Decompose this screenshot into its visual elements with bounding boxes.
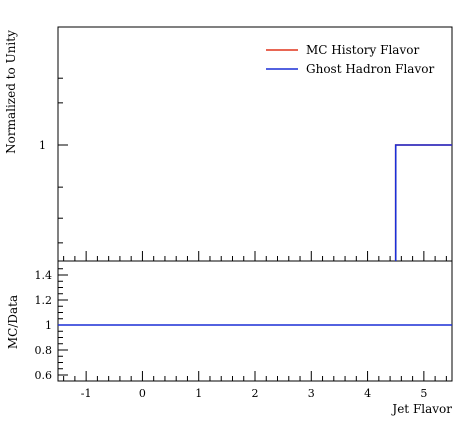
y-tick-label-main: 1 xyxy=(39,139,46,152)
legend-label-ghost-hadron: Ghost Hadron Flavor xyxy=(306,62,434,76)
main-series xyxy=(394,144,452,261)
series-line-mc-history xyxy=(394,144,452,261)
main-y-axis-title: Normalized to Unity xyxy=(4,30,18,154)
y-tick-label-ratio: 1.4 xyxy=(35,269,53,282)
ratio-plot-frame xyxy=(57,260,453,382)
x-tick-label: 4 xyxy=(364,387,371,400)
y-tick-label-ratio: 1.2 xyxy=(35,294,53,307)
x-tick-label: 0 xyxy=(139,387,146,400)
y-tick-label-ratio: 1 xyxy=(45,319,52,332)
x-tick-label: 1 xyxy=(195,387,202,400)
y-tick-label-ratio: 0.8 xyxy=(35,344,53,357)
main-ticks xyxy=(58,77,447,261)
ratio-y-axis-title: MC/Data xyxy=(6,295,20,349)
x-tick-label: -1 xyxy=(81,387,92,400)
legend-label-mc-history: MC History Flavor xyxy=(306,43,419,57)
series-line-ghost-hadron xyxy=(394,144,452,261)
tick-labels: -1 0 1 2 3 4 5 1 0.6 0.8 1 1.2 1.4 xyxy=(35,139,428,400)
y-tick-label-ratio: 0.6 xyxy=(35,369,53,382)
ratio-ticks xyxy=(58,268,447,381)
x-tick-label: 2 xyxy=(252,387,259,400)
x-axis-title: Jet Flavor xyxy=(390,402,452,416)
x-tick-label: 5 xyxy=(420,387,427,400)
legend: MC History Flavor Ghost Hadron Flavor xyxy=(266,43,434,76)
x-tick-label: 3 xyxy=(308,387,315,400)
